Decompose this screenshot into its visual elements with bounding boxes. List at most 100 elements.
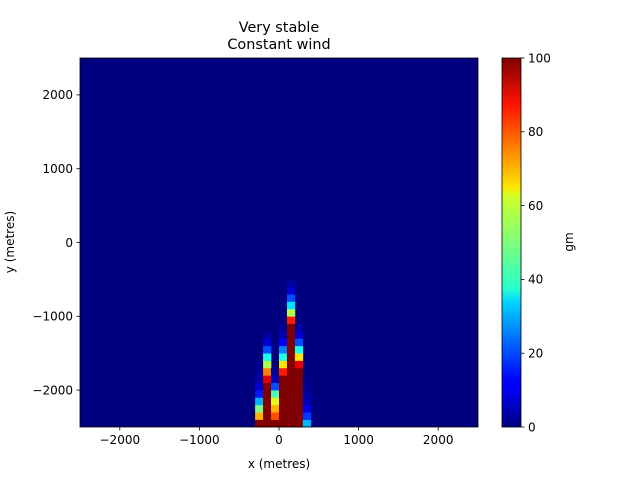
chart-title: Very stable: [239, 20, 320, 36]
heatmap-cell: [286, 331, 296, 339]
heatmap-cell: [263, 331, 272, 339]
heatmap-cell: [255, 360, 264, 369]
heatmap-cell: [263, 419, 272, 428]
heatmap-cell: [294, 412, 304, 420]
x-axis-ticks: −2000 −1000 0 1000 2000: [100, 427, 454, 447]
colorbar: [501, 57, 522, 428]
heatmap-cell: [255, 382, 264, 391]
heatmap-cell: [286, 390, 296, 398]
y-axis-label: y (metres): [3, 211, 17, 273]
heatmap-cell: [294, 345, 304, 354]
heatmap-cell: [286, 382, 296, 391]
heatmap-cell: [263, 375, 272, 384]
heatmap-cell: [286, 353, 296, 361]
heatmap-cell: [286, 419, 296, 428]
heatmap-cell: [286, 279, 296, 288]
heatmap-cell: [294, 375, 304, 384]
y-tick-label: 1000: [42, 162, 73, 176]
heatmap-cell: [286, 294, 296, 302]
heatmap-cell: [279, 382, 288, 391]
heatmap-cell: [263, 404, 272, 413]
heatmap-cell: [255, 367, 264, 376]
heatmap-cell: [302, 412, 312, 420]
heatmap-cell: [294, 419, 304, 428]
heatmap-cell: [263, 345, 272, 354]
heatmap-cell: [255, 404, 264, 413]
heatmap-cell: [286, 360, 296, 369]
heatmap-cell: [302, 375, 312, 384]
heatmap-cell: [271, 412, 280, 420]
colorbar-label: gm: [562, 232, 576, 251]
heatmap-cell: [279, 331, 288, 339]
heatmap-cell: [279, 397, 288, 406]
heatmap-cell: [286, 412, 296, 420]
heatmap-cell: [286, 308, 296, 317]
heatmap-cell: [271, 390, 280, 398]
heatmap-cell: [294, 404, 304, 413]
heatmap-cell: [294, 367, 304, 376]
heatmap-cell: [286, 301, 296, 310]
heatmap-cell: [286, 404, 296, 413]
y-axis-ticks: 2000 1000 0 −1000 −2000: [32, 88, 80, 397]
heatmap-cell: [294, 382, 304, 391]
heatmap-cell: [279, 412, 288, 420]
heatmap-cell: [271, 375, 280, 384]
heatmap-cell: [263, 338, 272, 347]
heatmap-cell: [279, 404, 288, 413]
heatmap-cell: [263, 360, 272, 369]
heatmap-cell: [294, 331, 304, 339]
heatmap-cell: [286, 345, 296, 354]
x-tick-label: −1000: [179, 433, 220, 447]
heatmap-cell: [279, 367, 288, 376]
heatmap-cell: [263, 390, 272, 398]
heatmap-cell: [263, 353, 272, 361]
heatmap-cell: [294, 390, 304, 398]
heatmap-cell: [255, 419, 264, 428]
heatmap-cell: [263, 382, 272, 391]
x-tick-label: 2000: [423, 433, 454, 447]
heatmap-cell: [255, 397, 264, 406]
heatmap-cell: [271, 404, 280, 413]
heatmap-cell: [286, 323, 296, 332]
heatmap-cell: [255, 375, 264, 384]
x-axis-label: x (metres): [248, 457, 310, 471]
heatmap-cell: [263, 397, 272, 406]
heatmap-cells: [255, 279, 312, 428]
heatmap-cell: [271, 419, 280, 428]
heatmap-cell: [302, 382, 312, 391]
x-tick-label: 0: [275, 433, 283, 447]
heatmap-cell: [271, 382, 280, 391]
heatmap-cell: [294, 360, 304, 369]
heatmap-cell: [302, 397, 312, 406]
colorbar-tick-label: 20: [528, 347, 543, 361]
heatmap-cell: [255, 412, 264, 420]
x-tick-label: 1000: [343, 433, 374, 447]
heatmap-cell: [279, 360, 288, 369]
heatmap-cell: [279, 353, 288, 361]
colorbar-tick-label: 0: [528, 420, 536, 434]
heatmap-cell: [279, 375, 288, 384]
heatmap-cell: [286, 286, 296, 295]
heatmap-cell: [286, 316, 296, 324]
y-tick-label: 2000: [42, 88, 73, 102]
heatmap-cell: [255, 390, 264, 398]
heatmap-cell: [263, 367, 272, 376]
heatmap-cell: [302, 404, 312, 413]
colorbar-tick-label: 100: [528, 51, 551, 65]
heatmap-cell: [294, 353, 304, 361]
heatmap-cell: [279, 390, 288, 398]
heatmap-cell: [294, 323, 304, 332]
heatmap-cell: [286, 367, 296, 376]
heatmap-cell: [263, 412, 272, 420]
colorbar-tick-label: 40: [528, 273, 543, 287]
heatmap-cell: [302, 390, 312, 398]
colorbar-tick-label: 60: [528, 199, 543, 213]
heatmap-cell: [279, 323, 288, 332]
y-tick-label: −2000: [32, 383, 73, 397]
heatmap-cell: [271, 397, 280, 406]
heatmap-cell: [271, 367, 280, 376]
heatmap-cell: [279, 345, 288, 354]
heatmap-cell: [286, 338, 296, 347]
heatmap-cell: [286, 397, 296, 406]
